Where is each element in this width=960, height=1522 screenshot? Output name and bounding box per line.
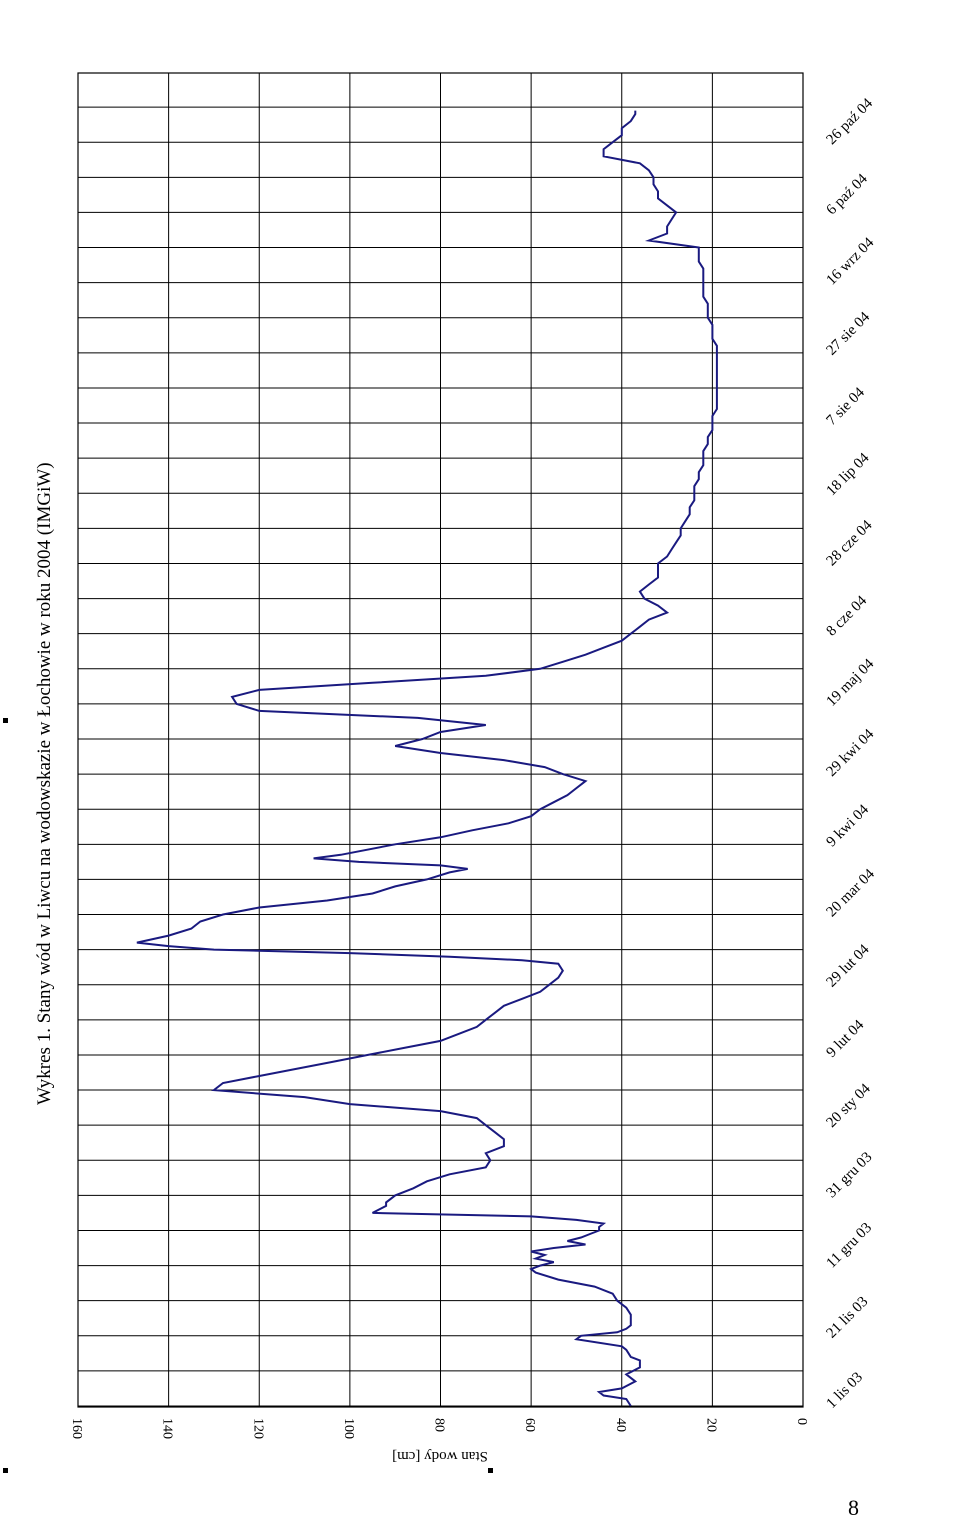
y-axis-label: Stan wody [cm] xyxy=(392,1448,488,1464)
y-tick-label: 0 xyxy=(794,1418,809,1425)
y-tick-label: 40 xyxy=(613,1418,628,1432)
x-tick-label: 9 kwi 04 xyxy=(824,801,873,850)
x-tick-label: 11 gru 03 xyxy=(824,1220,876,1272)
x-tick-label: 29 lut 04 xyxy=(824,941,873,990)
grid xyxy=(77,72,804,1408)
x-tick-label: 26 paź 04 xyxy=(824,95,877,148)
x-tick-label: 7 sie 04 xyxy=(824,384,869,429)
y-tick-label: 60 xyxy=(522,1418,537,1432)
y-tick-labels: 0 20 40 60 80 100 120 140 160 xyxy=(69,1418,809,1439)
marker-square xyxy=(3,718,8,723)
x-tick-label: 1 lis 03 xyxy=(824,1369,867,1412)
x-tick-label: 21 lis 03 xyxy=(824,1294,872,1342)
x-tick-label: 19 maj 04 xyxy=(824,656,878,710)
x-tick-label: 6 paź 04 xyxy=(824,171,872,219)
marker-square xyxy=(3,1468,8,1473)
x-tick-label: 9 lut 04 xyxy=(824,1017,868,1061)
x-tick-label: 29 kwi 04 xyxy=(824,726,878,780)
x-tick-labels: 1 lis 03 21 lis 03 11 gru 03 31 gru 03 20 st… xyxy=(824,95,879,1412)
x-tick-label: 18 lip 04 xyxy=(824,450,873,499)
y-tick-label: 20 xyxy=(703,1418,718,1432)
y-tick-label: 120 xyxy=(250,1418,265,1439)
page-number: 8 xyxy=(848,1495,859,1520)
chart-title: Wykres 1. Stany wód w Liwcu na wodowskaz… xyxy=(34,462,55,1105)
y-tick-label: 80 xyxy=(432,1418,447,1432)
x-tick-label: 20 mar 04 xyxy=(824,866,879,921)
x-tick-label: 8 cze 04 xyxy=(824,593,871,640)
x-tick-label: 31 gru 03 xyxy=(824,1149,876,1201)
x-tick-label: 28 cze 04 xyxy=(824,517,876,569)
x-tick-label: 27 sie 04 xyxy=(824,309,874,359)
marker-square xyxy=(488,1468,493,1473)
x-tick-label: 16 wrz 04 xyxy=(824,234,878,288)
y-tick-label: 160 xyxy=(69,1418,84,1439)
y-tick-label: 140 xyxy=(160,1418,175,1439)
y-tick-label: 100 xyxy=(341,1418,356,1439)
series-line xyxy=(136,110,718,1407)
x-tick-label: 20 sty 04 xyxy=(824,1080,875,1131)
